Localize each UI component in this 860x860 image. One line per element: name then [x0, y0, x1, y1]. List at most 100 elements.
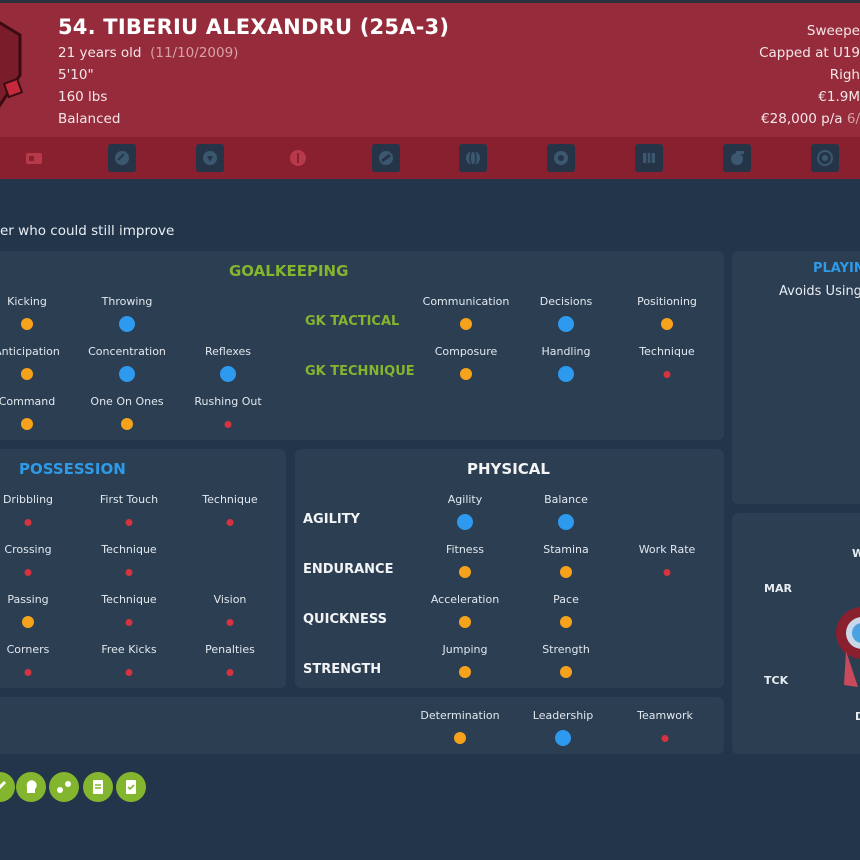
attribute-level-dot	[663, 371, 671, 378]
attribute-pace[interactable]: Pace	[516, 593, 616, 633]
attribute-stamina[interactable]: Stamina	[516, 543, 616, 583]
attribute-level-dot	[459, 566, 471, 578]
attribute-label: Technique	[202, 493, 258, 506]
attribute-level-dot	[125, 619, 133, 626]
attribute-label: Determination	[420, 709, 500, 722]
gk-technique-label: GK TECHNIQUE	[305, 364, 415, 379]
attribute-label: Corners	[6, 643, 50, 656]
attribute-label: Crossing	[4, 543, 52, 556]
attribute-level-dot	[558, 514, 574, 530]
attribute-teamwork[interactable]: Teamwork	[615, 709, 715, 749]
player-header: 54. TIBERIU ALEXANDRU (25A-3) 21 years o…	[0, 0, 860, 137]
attribute-crossing[interactable]: Crossing	[0, 543, 78, 583]
head-icon[interactable]	[16, 772, 46, 802]
map-icon[interactable]	[635, 144, 663, 172]
attribute-label: Strength	[542, 643, 590, 656]
position-badge-icon	[836, 607, 860, 687]
attribute-determination[interactable]: Determination	[410, 709, 510, 749]
attribute-reflexes[interactable]: Reflexes	[178, 345, 278, 385]
shield-icon[interactable]	[196, 144, 224, 172]
player-age: 21 years old (11/10/2009)	[58, 45, 239, 61]
attribute-throwing[interactable]: Throwing	[77, 295, 177, 335]
attribute-technique[interactable]: Technique	[79, 593, 179, 633]
target-icon[interactable]	[811, 144, 839, 172]
attribute-positioning[interactable]: Positioning	[617, 295, 717, 335]
attribute-acceleration[interactable]: Acceleration	[415, 593, 515, 633]
playing-style-text: Avoids Using	[779, 284, 860, 299]
attribute-concentration[interactable]: Concentration	[77, 345, 177, 385]
attribute-level-dot	[119, 316, 135, 332]
attribute-balance[interactable]: Balance	[516, 493, 616, 533]
attribute-penalties[interactable]: Penalties	[180, 643, 280, 683]
attribute-label: Acceleration	[430, 593, 500, 606]
ball-icon[interactable]	[108, 144, 136, 172]
player-contract: 6/	[846, 111, 860, 127]
attribute-one-on-ones[interactable]: One On Ones	[77, 395, 177, 435]
playing-style-title: PLAYIN	[813, 261, 860, 276]
coin-icon[interactable]	[284, 144, 312, 172]
attribute-label: Teamwork	[637, 709, 693, 722]
attribute-level-dot	[21, 318, 33, 330]
attribute-label: Composure	[434, 345, 498, 358]
attribute-handling[interactable]: Handling	[516, 345, 616, 385]
attribute-vision[interactable]: Vision	[180, 593, 280, 633]
attribute-label: Dribbling	[2, 493, 54, 506]
clipboard-check-icon[interactable]	[116, 772, 146, 802]
attribute-label: Communication	[422, 295, 510, 308]
attribute-label: Technique	[101, 543, 157, 556]
pass-icon[interactable]	[49, 772, 79, 802]
player-description: er who could still improve	[0, 223, 175, 239]
attribute-anticipation[interactable]: Anticipation	[0, 345, 77, 385]
attribute-first-touch[interactable]: First Touch	[79, 493, 179, 533]
attribute-jumping[interactable]: Jumping	[415, 643, 515, 683]
attribute-label: Positioning	[637, 295, 697, 308]
id-card-icon[interactable]	[20, 144, 48, 172]
attribute-free-kicks[interactable]: Free Kicks	[79, 643, 179, 683]
attribute-label: Leadership	[532, 709, 594, 722]
boot-icon[interactable]	[372, 144, 400, 172]
attribute-rushing-out[interactable]: Rushing Out	[178, 395, 278, 435]
attribute-label: Balance	[544, 493, 588, 506]
clipboard-icon[interactable]	[83, 772, 113, 802]
attribute-composure[interactable]: Composure	[416, 345, 516, 385]
shoot-icon[interactable]	[0, 772, 15, 802]
attribute-technique[interactable]: Technique	[180, 493, 280, 533]
attribute-level-dot	[125, 569, 133, 576]
attribute-leadership[interactable]: Leadership	[513, 709, 613, 749]
attribute-communication[interactable]: Communication	[416, 295, 516, 335]
attribute-technique[interactable]: Technique	[79, 543, 179, 583]
attribute-label: Decisions	[539, 295, 593, 308]
attribute-level-dot	[226, 519, 234, 526]
attribute-level-dot	[220, 366, 236, 382]
attribute-level-dot	[661, 735, 669, 742]
attribute-strength[interactable]: Strength	[516, 643, 616, 683]
attribute-agility[interactable]: Agility	[415, 493, 515, 533]
attribute-technique[interactable]: Technique	[617, 345, 717, 385]
attribute-label: Work Rate	[638, 543, 696, 556]
attribute-level-dot	[24, 519, 32, 526]
attribute-work-rate[interactable]: Work Rate	[617, 543, 717, 583]
player-position[interactable]: Sweepe	[806, 23, 860, 39]
attribute-level-dot	[22, 616, 34, 628]
position-mar-label: MAR	[764, 582, 792, 595]
player-wage: €28,000 p/a 6/	[761, 111, 860, 127]
attribute-corners[interactable]: Corners	[0, 643, 78, 683]
player-icon-bar	[0, 137, 860, 179]
attribute-label: Jumping	[442, 643, 488, 656]
globe-icon[interactable]	[459, 144, 487, 172]
attribute-label: Command	[0, 395, 56, 408]
club-crest-icon	[0, 21, 24, 108]
attribute-label: Anticipation	[0, 345, 60, 358]
attribute-label: Free Kicks	[101, 643, 157, 656]
attribute-kicking[interactable]: Kicking	[0, 295, 77, 335]
whistle-icon[interactable]	[723, 144, 751, 172]
attribute-fitness[interactable]: Fitness	[415, 543, 515, 583]
attribute-label: Technique	[101, 593, 157, 606]
possession-panel: POSSESSION Dribbling First Touch Technique…	[0, 449, 286, 688]
attribute-command[interactable]: Command	[0, 395, 77, 435]
attribute-dribbling[interactable]: Dribbling	[0, 493, 78, 533]
goalkeeping-title: GOALKEEPING	[229, 262, 349, 280]
attribute-decisions[interactable]: Decisions	[516, 295, 616, 335]
attribute-passing[interactable]: Passing	[0, 593, 78, 633]
star-badge-icon[interactable]	[547, 144, 575, 172]
